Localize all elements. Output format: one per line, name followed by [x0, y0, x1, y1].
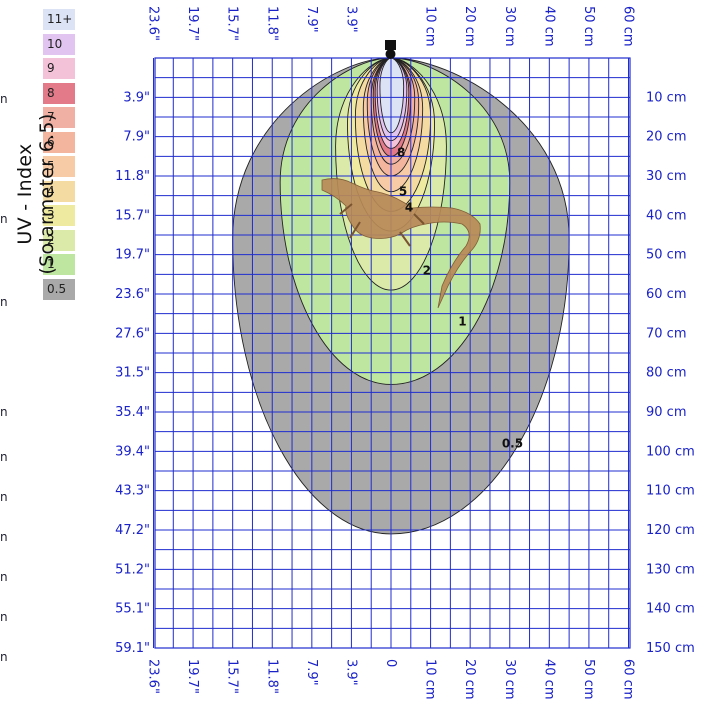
legend-item: 10: [43, 33, 75, 55]
uv-contours: [232, 57, 570, 535]
y-tick-left: 55.1": [115, 602, 150, 617]
y-tick-right: 30 cm: [646, 169, 687, 184]
y-tick-right: 130 cm: [646, 562, 695, 577]
legend-item: 5: [43, 156, 75, 177]
legend-item: 4: [43, 180, 75, 202]
x-tick-bottom: 10 cm: [423, 659, 438, 700]
y-tick-left: 59.1": [115, 641, 150, 656]
x-tick-bottom: 3.9": [343, 659, 358, 686]
x-tick-top: 60 cm: [621, 6, 636, 47]
legend-item: 8: [43, 82, 75, 104]
legend-item: 2: [43, 229, 75, 251]
x-tick-top: 7.9": [304, 6, 319, 33]
y-tick-left: 43.3": [115, 484, 150, 499]
y-tick-left: 31.5": [115, 366, 150, 381]
x-tick-top: 11.8": [264, 6, 279, 41]
contour-label: 0.5: [502, 436, 523, 450]
edge-glyph: n: [0, 295, 8, 309]
x-tick-top: 10 cm: [423, 6, 438, 47]
contour-label: 5: [399, 185, 407, 199]
y-tick-right: 60 cm: [646, 287, 687, 302]
y-tick-right: 20 cm: [646, 130, 687, 145]
legend-item: 7: [43, 107, 75, 128]
x-tick-bottom: 60 cm: [621, 659, 636, 700]
edge-glyph: n: [0, 212, 8, 226]
y-tick-right: 90 cm: [646, 405, 687, 420]
contour-label: 1: [458, 314, 466, 328]
y-tick-left: 39.4": [115, 444, 150, 459]
y-tick-left: 3.9": [123, 90, 150, 105]
edge-glyph: n: [0, 92, 8, 106]
contour-label: 8: [397, 145, 405, 159]
x-tick-bottom: 40 cm: [541, 659, 556, 700]
x-tick-bottom: 7.9": [304, 659, 319, 686]
y-tick-left: 51.2": [115, 562, 150, 577]
y-tick-left: 47.2": [115, 523, 150, 538]
edge-glyph: n: [0, 405, 8, 419]
y-axis-title: UV - Index (Solarmeter 6.5): [14, 113, 58, 275]
y-tick-left: 11.8": [115, 169, 150, 184]
edge-glyph: n: [0, 490, 8, 504]
x-tick-bottom: 15.7": [225, 659, 240, 694]
y-tick-left: 19.7": [115, 248, 150, 263]
legend-item: 6: [43, 131, 75, 153]
legend-item: 9: [43, 58, 75, 79]
x-tick-bottom: 0: [383, 659, 398, 667]
y-tick-right: 80 cm: [646, 366, 687, 381]
y-tick-left: 35.4": [115, 405, 150, 420]
x-tick-bottom: 19.7": [185, 659, 200, 694]
y-tick-right: 120 cm: [646, 523, 695, 538]
uv-legend: 11+ 10 9 8 7 6 5 4 3 2 1 0.5: [43, 9, 77, 303]
contour-labels: 8 54 2 1 0.5: [397, 145, 523, 450]
y-tick-right: 70 cm: [646, 326, 687, 341]
x-tick-top: 30 cm: [502, 6, 517, 47]
y-tick-left: 23.6": [115, 287, 150, 302]
legend-item: 0.5: [43, 278, 75, 300]
y-tick-right: 100 cm: [646, 444, 695, 459]
y-tick-right: 10 cm: [646, 90, 687, 105]
x-tick-bottom: 50 cm: [581, 659, 596, 700]
x-tick-bottom: 23.6": [146, 659, 161, 694]
legend-item: 1: [43, 254, 75, 275]
x-tick-top: 20 cm: [462, 6, 477, 47]
lizard-image: [321, 178, 481, 309]
edge-glyph: n: [0, 610, 8, 624]
y-tick-right: 150 cm: [646, 641, 695, 656]
y-tick-right: 40 cm: [646, 208, 687, 223]
y-tick-left: 27.6": [115, 326, 150, 341]
x-tick-top: 40 cm: [541, 6, 556, 47]
x-tick-top: 19.7": [185, 6, 200, 41]
x-tick-top: 3.9": [343, 6, 358, 33]
y-tick-left: 15.7": [115, 208, 150, 223]
contour-label: 4: [405, 200, 413, 214]
y-tick-right: 110 cm: [646, 484, 695, 499]
y-tick-right: 50 cm: [646, 248, 687, 263]
edge-glyph: n: [0, 530, 8, 544]
lamp-icon: [385, 40, 396, 59]
x-tick-bottom: 20 cm: [462, 659, 477, 700]
x-tick-bottom: 11.8": [264, 659, 279, 694]
x-tick-bottom: 30 cm: [502, 659, 517, 700]
axis-ticks: 23.6" 19.7" 15.7" 11.8" 7.9" 3.9" 10 cm 20 cm 30…: [115, 6, 695, 700]
contour-label: 2: [423, 263, 431, 277]
x-tick-top: 15.7": [225, 6, 240, 41]
edge-glyph: n: [0, 650, 8, 664]
y-tick-right: 140 cm: [646, 602, 695, 617]
y-tick-left: 7.9": [123, 130, 150, 145]
legend-item: 11+: [43, 9, 75, 30]
edge-glyph: n: [0, 570, 8, 584]
x-tick-top: 50 cm: [581, 6, 596, 47]
legend-item: 3: [43, 205, 75, 226]
edge-glyph: n: [0, 450, 8, 464]
x-tick-top: 23.6": [146, 6, 161, 41]
